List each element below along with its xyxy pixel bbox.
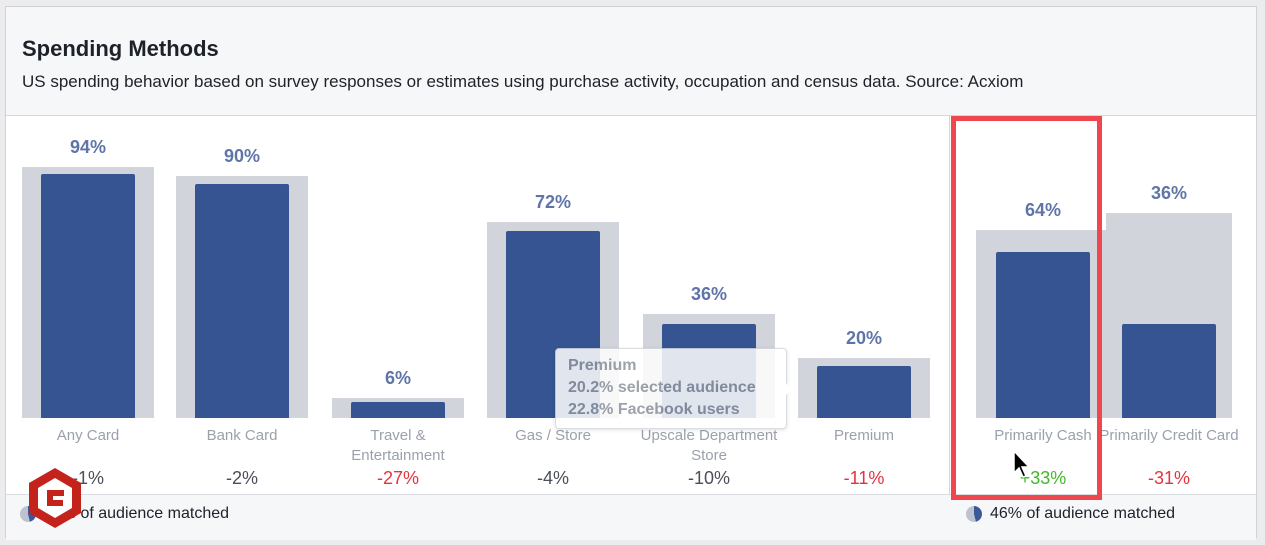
card-title: Spending Methods (22, 36, 219, 61)
bar-value-label: 36% (1150, 183, 1188, 203)
tooltip-title: Premium (568, 357, 637, 374)
tooltip-selected: 20.2% selected audience (568, 379, 756, 396)
bar-value-label: 90% (223, 146, 261, 166)
bar-value-label: 94% (69, 137, 107, 157)
difference-label: -11% (843, 468, 885, 488)
card-header: Spending Methods US spending behavior ba… (6, 7, 1256, 116)
bar-tooltip: Premium 20.2% selected audience 22.8% Fa… (555, 348, 787, 429)
match-text-right: 46% of audience matched (990, 505, 1176, 522)
bar-value-label: 6% (384, 368, 411, 388)
pie-chart-icon (966, 506, 982, 522)
category-label: Upscale Department Store (640, 427, 778, 464)
audience-bar[interactable] (996, 251, 1090, 418)
audience-bar[interactable] (351, 402, 445, 418)
bar-value-label: 20% (845, 328, 883, 348)
category-label: Premium (833, 427, 894, 444)
category-label: Gas / Store (515, 427, 591, 444)
card-footer: 96% of audience matched 46% of audience … (6, 494, 1256, 540)
difference-label: -31% (1147, 468, 1191, 488)
category-label: Travel & Entertainment (351, 427, 445, 464)
tooltip-arrow (784, 381, 792, 397)
category-label: Primarily Credit Card (1099, 427, 1239, 444)
tooltip-facebook: 22.8% Facebook users (568, 401, 740, 418)
bar-value-label: 72% (534, 192, 572, 212)
audience-bar[interactable] (1122, 324, 1216, 418)
category-label: Primarily Cash (994, 427, 1092, 444)
match-summary-left: 96% of audience matched (20, 505, 229, 523)
bar-value-label: 64% (1024, 200, 1062, 220)
match-text-left: 96% of audience matched (44, 505, 230, 522)
difference-label: -27% (376, 468, 420, 488)
section-divider (949, 115, 950, 539)
spending-methods-card: Spending Methods US spending behavior ba… (5, 6, 1257, 540)
watermark-logo-icon (29, 468, 81, 528)
match-summary-right: 46% of audience matched (966, 505, 1175, 523)
difference-label: +33% (1019, 468, 1067, 488)
category-label: Bank Card (206, 427, 278, 444)
audience-bar[interactable] (41, 173, 135, 418)
mouse-cursor-icon (1013, 450, 1031, 478)
highlight-box (951, 116, 1102, 500)
audience-bar[interactable] (817, 366, 911, 418)
difference-label: -2% (225, 468, 258, 488)
category-label: Any Card (56, 427, 120, 444)
audience-bar[interactable] (195, 184, 289, 418)
card-subtitle: US spending behavior based on survey res… (22, 72, 1024, 91)
difference-label: -10% (687, 468, 731, 488)
difference-label: -4% (536, 468, 569, 488)
bar-value-label: 36% (690, 284, 728, 304)
